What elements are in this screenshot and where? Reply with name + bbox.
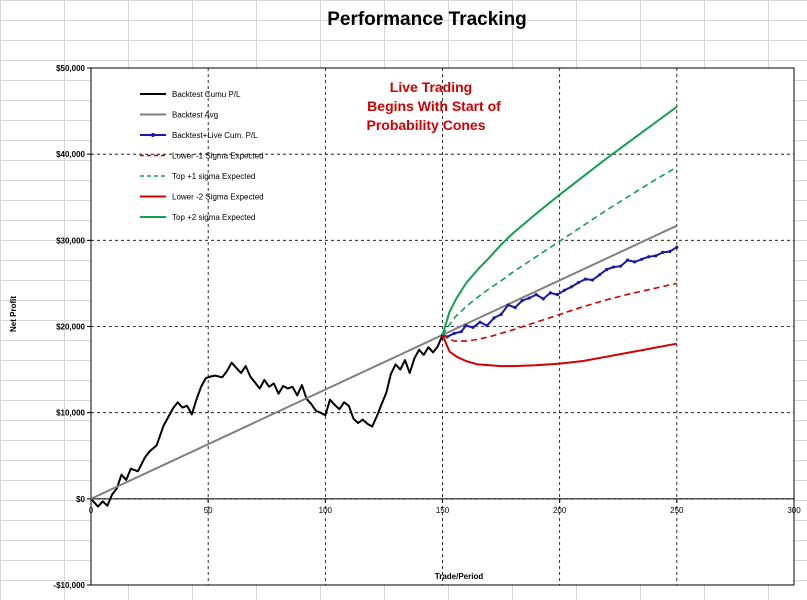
series-line-4 — [441, 166, 678, 336]
series-point — [618, 264, 623, 268]
y-tick-label: $0 — [76, 495, 85, 504]
series-line-5 — [441, 334, 677, 368]
series-point — [548, 291, 552, 295]
series-point — [604, 268, 609, 272]
legend-label-0: Backtest Cumu P/L — [172, 90, 241, 99]
series-point — [464, 324, 468, 328]
series-point — [541, 297, 545, 301]
series-point — [452, 331, 456, 335]
series-point — [520, 299, 524, 303]
x-tick-label: 150 — [436, 506, 450, 515]
series-point — [583, 277, 588, 281]
series-line-6 — [441, 105, 678, 336]
x-tick-label: 50 — [204, 506, 213, 515]
legend-label-3: Lower -1 Sigma Expected — [172, 152, 264, 161]
legend-marker-2 — [151, 133, 155, 137]
x-axis-ticks: 0 50 100 150 200 250 300 — [89, 498, 801, 515]
live-trading-annotation: Live Trading Begins With Start of Probab… — [366, 79, 501, 133]
series-point — [633, 260, 637, 264]
x-tick-label: 200 — [553, 506, 567, 515]
y-tick-label: $20,000 — [56, 323, 85, 332]
series-point — [527, 296, 531, 300]
annotation-line-1: Live Trading — [390, 79, 472, 95]
x-tick-label: 300 — [787, 506, 801, 515]
series-point — [555, 293, 559, 297]
legend-label-5: Lower -2 Sigma Expected — [172, 193, 264, 202]
series-point — [499, 312, 503, 317]
series-line-3 — [442, 282, 677, 342]
series-point — [534, 293, 538, 297]
series-point — [569, 285, 573, 289]
series-point — [590, 278, 595, 282]
legend-label-4: Top +1 sigma Expected — [172, 172, 255, 181]
y-tick-label: $40,000 — [56, 150, 85, 159]
series-line-0 — [90, 334, 444, 508]
series-lines — [90, 105, 679, 508]
x-tick-label: 0 — [89, 506, 94, 515]
series-point — [668, 249, 672, 254]
legend-label-1: Backtest Avg — [172, 111, 218, 120]
series-point — [471, 325, 475, 329]
y-axis-ticks: -$10,000 $0 $10,000 $20,000 $30,000 $40,000 $5… — [53, 64, 91, 590]
series-point — [661, 250, 665, 254]
series-point — [485, 324, 489, 328]
series-point — [506, 303, 510, 307]
series-point — [478, 320, 482, 324]
series-point — [626, 258, 630, 262]
y-tick-label: -$10,000 — [53, 581, 85, 590]
series-point — [611, 265, 616, 269]
legend: Backtest Cumu P/L Backtest Avg Backtest+Li… — [140, 90, 264, 222]
series-line-1 — [90, 224, 678, 500]
annotation-line-3: Probability Cones — [366, 117, 485, 133]
series-point — [492, 316, 496, 320]
series-point — [597, 273, 602, 277]
y-tick-label: $50,000 — [56, 64, 85, 73]
series-point — [459, 330, 463, 334]
series-point — [562, 288, 566, 292]
y-tick-label: $10,000 — [56, 409, 85, 418]
chart-title: Performance Tracking — [327, 9, 527, 30]
series-point — [576, 280, 581, 285]
legend-label-2: Backtest+Live Cum. P/L — [172, 131, 258, 140]
annotation-line-2: Begins With Start of — [367, 98, 501, 114]
legend-label-6: Top +2 sigma Expected — [172, 213, 255, 222]
x-tick-label: 250 — [670, 506, 684, 515]
series-point — [640, 257, 644, 261]
series-point — [675, 245, 679, 249]
y-axis-label: Net Profit — [9, 296, 18, 332]
series-point — [654, 254, 658, 258]
y-tick-label: $30,000 — [56, 236, 85, 245]
series-point — [513, 305, 517, 310]
series-point — [647, 255, 651, 259]
x-axis-label: Trade/Period — [435, 572, 484, 581]
x-tick-label: 100 — [319, 506, 333, 515]
